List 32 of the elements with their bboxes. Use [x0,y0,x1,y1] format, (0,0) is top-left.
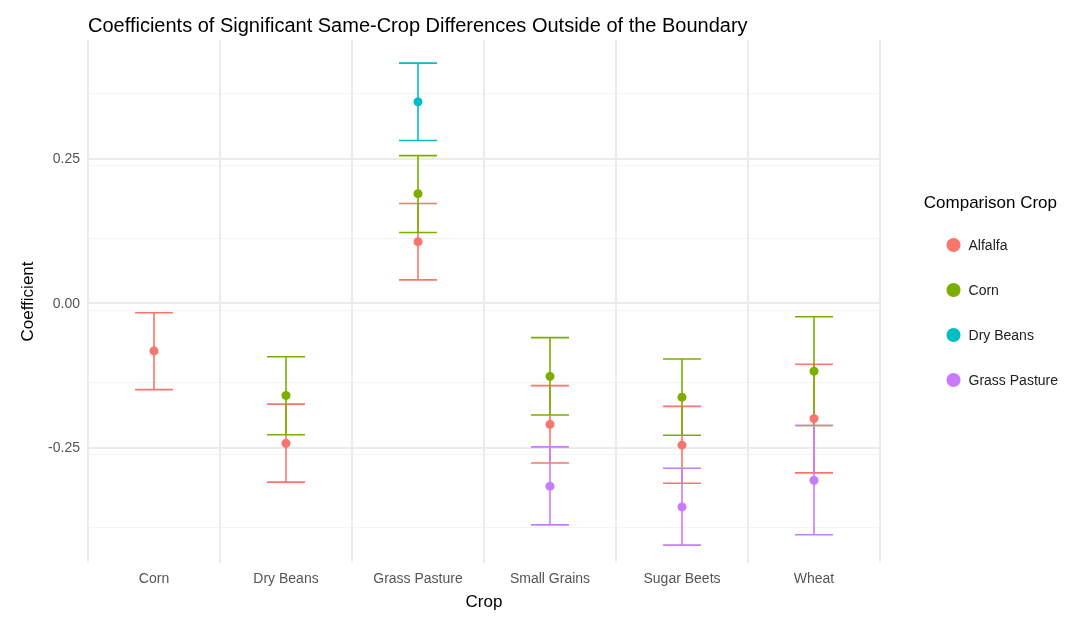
point [677,502,687,512]
x-tick-label: Corn [138,570,170,586]
y-tick-label: 0.00 [52,294,81,311]
point [545,481,555,491]
point [545,419,555,429]
point [413,189,423,199]
point [545,371,555,381]
point [809,366,819,376]
legend-title: Comparison Crop [923,193,1058,212]
legend-label: Alfalfa [968,237,1008,253]
point [413,97,423,107]
legend-label: Dry Beans [968,327,1034,343]
point [809,475,819,485]
x-axis-title: Crop [465,592,503,611]
x-tick-label: Small Grains [509,570,591,586]
y-tick-label: 0.25 [52,150,81,167]
point [677,440,687,450]
y-axis-title: Coefficient [18,261,37,342]
point [149,346,159,356]
point [281,390,291,400]
point [281,438,291,448]
y-tick-label: -0.25 [48,439,81,456]
legend-label: Grass Pasture [968,372,1059,388]
chart-title: Coefficients of Significant Same-Crop Differences Outside of the Boundary [88,14,748,36]
point [677,392,687,402]
point [809,414,819,424]
x-tick-label: Wheat [793,570,835,586]
x-tick-label: Dry Beans [253,570,319,586]
point [413,237,423,247]
x-tick-label: Sugar Beets [643,570,721,586]
x-tick-label: Grass Pasture [373,570,463,586]
legend-label: Corn [968,282,999,298]
